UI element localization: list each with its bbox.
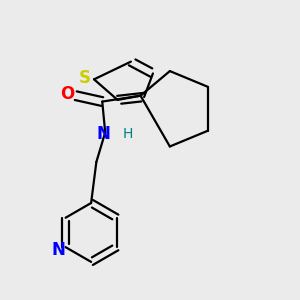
Text: S: S [79,69,91,87]
Text: H: H [123,127,134,141]
Text: O: O [60,85,75,103]
Text: N: N [51,241,65,259]
Text: N: N [97,125,111,143]
